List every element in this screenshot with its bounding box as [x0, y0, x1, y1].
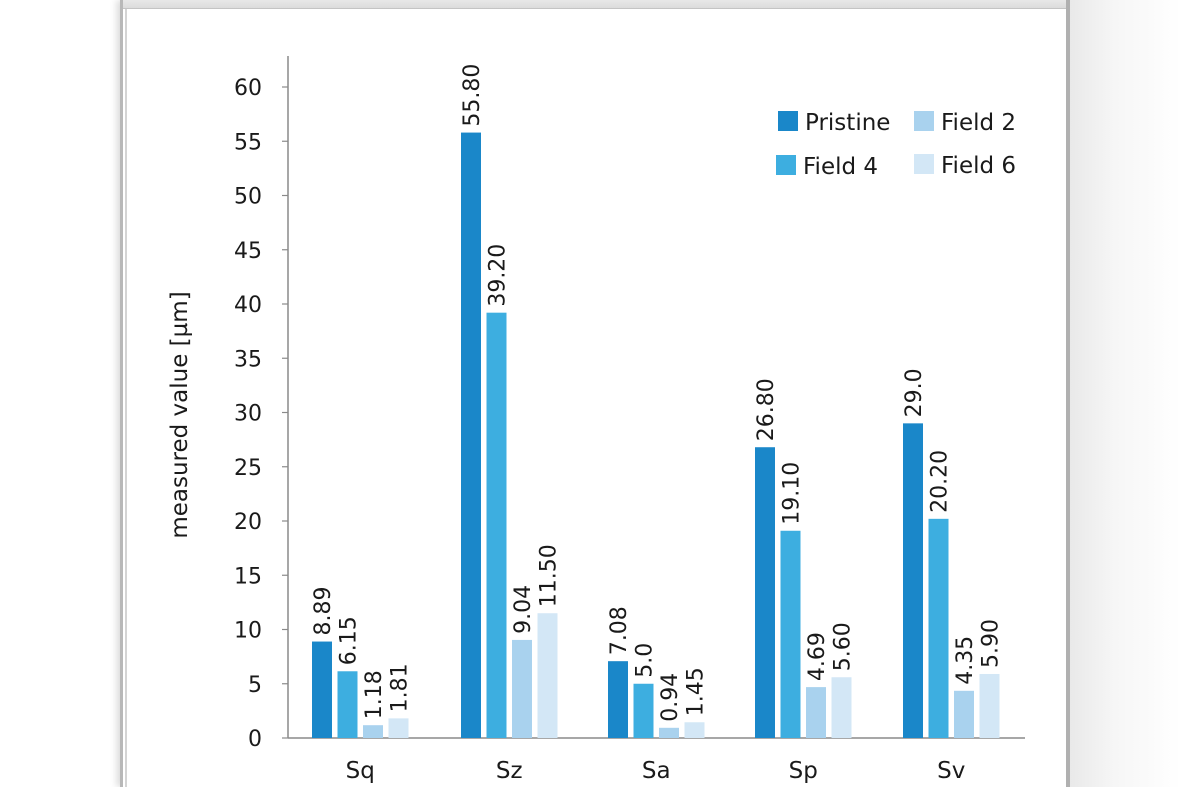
bar: [363, 725, 383, 738]
bar: [954, 690, 974, 738]
legend-label: Field 2: [941, 110, 1016, 136]
bar: [486, 312, 507, 738]
data-label: 5.60: [831, 622, 856, 671]
legend-label: Field 6: [941, 153, 1016, 179]
data-label: 11.50: [537, 544, 562, 607]
data-label: 1.45: [684, 667, 709, 716]
data-label: 6.15: [337, 616, 362, 665]
bar: [780, 530, 801, 738]
y-tick-label: 10: [234, 619, 262, 644]
data-label: 9.04: [511, 585, 536, 634]
data-label: 39.20: [486, 244, 511, 307]
y-tick-label: 55: [234, 130, 262, 155]
data-label: 26.80: [754, 378, 779, 441]
y-axis-label: measured value [µm]: [167, 291, 193, 538]
data-label: 5.0: [633, 643, 658, 678]
x-tick-label: Sp: [789, 758, 818, 784]
x-tick-label: Sa: [642, 758, 671, 784]
x-tick-label: Sz: [496, 758, 523, 784]
bar: [537, 613, 558, 738]
y-tick-label: 0: [248, 727, 262, 752]
data-label: 4.35: [953, 636, 978, 685]
bar: [633, 683, 654, 738]
data-label: 55.80: [460, 64, 485, 127]
bar: [903, 423, 923, 738]
data-label: 1.81: [388, 663, 413, 712]
viewer-toolbar: [123, 0, 1066, 9]
bar: [806, 687, 826, 738]
legend-swatch: [778, 111, 798, 131]
bar: [831, 677, 852, 738]
data-label: 1.18: [362, 670, 387, 719]
bar: [928, 518, 949, 738]
y-tick-label: 60: [234, 76, 262, 101]
data-label: 0.94: [658, 673, 683, 722]
y-tick-label: 50: [234, 185, 262, 210]
y-tick-label: 30: [234, 402, 262, 427]
data-label: 8.89: [311, 587, 336, 636]
page-background-right: [1070, 0, 1181, 787]
page-background-left: [0, 0, 120, 787]
y-tick-label: 45: [234, 239, 262, 264]
bar: [512, 639, 532, 738]
bar: [684, 722, 705, 738]
data-label: 20.20: [928, 450, 953, 513]
x-tick-label: Sv: [937, 758, 965, 784]
data-label: 7.08: [607, 606, 632, 655]
bar: [337, 671, 358, 738]
legend-label: Field 4: [803, 154, 878, 180]
bar: [755, 447, 775, 738]
x-tick-label: Sq: [346, 758, 375, 784]
data-label: 19.10: [780, 462, 805, 525]
y-tick-label: 35: [234, 347, 262, 372]
legend-swatch: [914, 111, 934, 131]
bar: [312, 641, 332, 738]
y-tick-label: 40: [234, 293, 262, 318]
legend-label: Pristine: [805, 110, 890, 136]
y-tick-label: 20: [234, 510, 262, 535]
bar: [608, 661, 628, 738]
bar: [461, 132, 481, 738]
bar: [979, 673, 1000, 738]
bar: [388, 718, 409, 738]
bar: [659, 727, 679, 738]
y-tick-label: 25: [234, 456, 262, 481]
legend-swatch: [914, 154, 934, 174]
chart-axes: 0 5 10 15 20 25 30 35 40 45 50 55 60: [234, 56, 1025, 752]
data-label: 5.90: [979, 619, 1004, 668]
data-label: 29.0: [902, 368, 927, 417]
y-tick-label: 15: [234, 564, 262, 589]
chart-legend: Pristine Field 2 Field 4 Field 6: [776, 110, 1016, 180]
legend-swatch: [776, 155, 796, 175]
y-tick-label: 5: [248, 673, 262, 698]
data-label: 4.69: [805, 632, 830, 681]
